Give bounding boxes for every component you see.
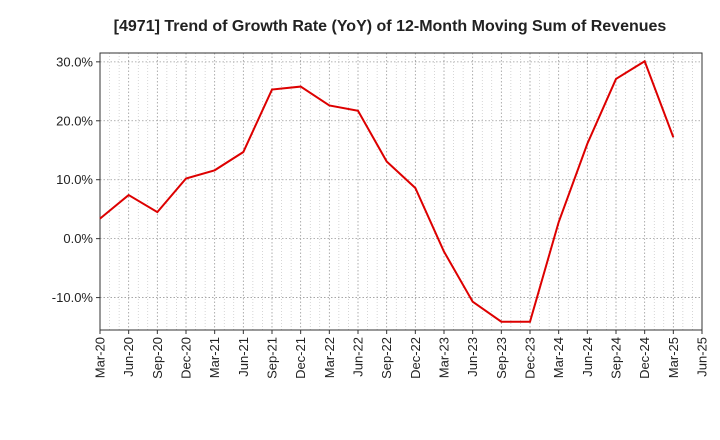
plot-frame — [99, 52, 703, 331]
series-line — [99, 59, 675, 323]
y-tick-label: 20.0% — [56, 113, 93, 128]
x-tick-label: Mar-22 — [322, 337, 337, 378]
series-layer — [99, 59, 675, 323]
x-tick-label: Mar-24 — [551, 337, 566, 378]
x-tick-label: Sep-20 — [150, 337, 165, 379]
x-tick-label: Sep-21 — [265, 337, 280, 379]
y-tick-label: -10.0% — [52, 290, 94, 305]
x-tick-label: Dec-24 — [637, 337, 652, 379]
x-tick-label: Dec-23 — [523, 337, 538, 379]
y-tick-label: 10.0% — [56, 172, 93, 187]
x-tick-label: Mar-20 — [93, 337, 108, 378]
x-tick-label: Jun-23 — [465, 337, 480, 377]
x-tick-label: Jun-24 — [580, 337, 595, 377]
y-tick-label: 0.0% — [63, 231, 93, 246]
x-tick-label: Mar-25 — [666, 337, 681, 378]
x-tick-label: Sep-23 — [494, 337, 509, 379]
x-tick-label: Mar-23 — [437, 337, 452, 378]
x-tick-label: Mar-21 — [207, 337, 222, 378]
y-axis: 30.0% 20.0% 10.0% 0.0% -10.0% — [52, 54, 100, 305]
x-tick-label: Sep-24 — [609, 337, 624, 379]
y-tick-label: 30.0% — [56, 54, 93, 69]
x-tick-label: Jun-22 — [351, 337, 366, 377]
x-axis: Mar-20 Jun-20 Sep-20 Dec-20 Mar-21 Jun-21 Sep-… — [93, 330, 710, 379]
x-tick-label: Jun-21 — [236, 337, 251, 377]
x-tick-label: Dec-22 — [408, 337, 423, 379]
x-tick-label: Sep-22 — [379, 337, 394, 379]
chart-title: [4971] Trend of Growth Rate (YoY) of 12-… — [114, 18, 667, 35]
x-tick-label: Jun-20 — [121, 337, 136, 377]
x-tick-label: Jun-25 — [695, 337, 710, 377]
x-tick-label: Dec-21 — [293, 337, 308, 379]
x-tick-label: Dec-20 — [179, 337, 194, 379]
grid-lines — [100, 53, 702, 330]
